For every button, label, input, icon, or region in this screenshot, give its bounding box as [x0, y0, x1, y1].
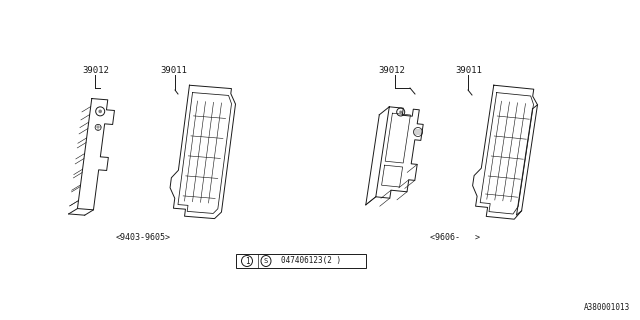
Circle shape — [99, 109, 102, 113]
Text: 1: 1 — [244, 257, 250, 266]
Text: 39012: 39012 — [82, 66, 109, 75]
FancyBboxPatch shape — [236, 254, 366, 268]
Text: <9606-   >: <9606- > — [430, 233, 480, 242]
Circle shape — [399, 110, 402, 114]
Text: A380001013: A380001013 — [584, 303, 630, 312]
Ellipse shape — [261, 255, 271, 267]
Text: S: S — [264, 258, 268, 264]
Text: 047406123(2 ): 047406123(2 ) — [281, 257, 341, 266]
Text: 39011: 39011 — [455, 66, 482, 75]
Text: <9403-9605>: <9403-9605> — [115, 233, 170, 242]
Text: 39012: 39012 — [378, 66, 405, 75]
Text: 39011: 39011 — [160, 66, 187, 75]
